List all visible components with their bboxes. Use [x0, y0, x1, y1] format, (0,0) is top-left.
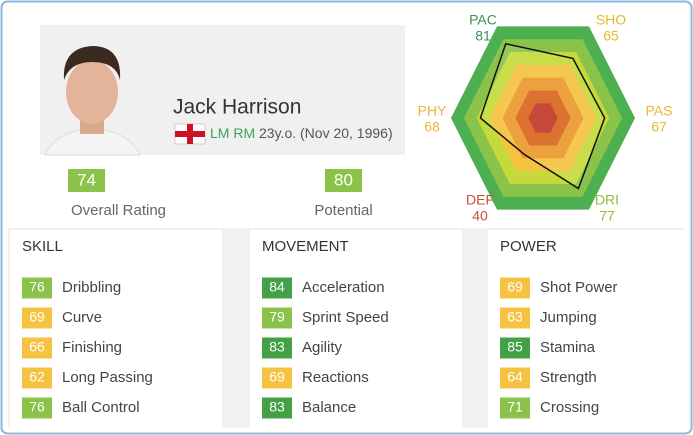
- position: LM: [210, 125, 229, 141]
- stat-name: Sprint Speed: [302, 309, 389, 326]
- section-title: SKILL: [22, 238, 63, 255]
- stat-value: 84: [269, 279, 285, 295]
- stat-value: 66: [29, 339, 45, 355]
- stat-badge: [262, 277, 292, 299]
- player-photo: [44, 46, 141, 156]
- section-title: MOVEMENT: [262, 238, 349, 255]
- rating-value: 74: [77, 170, 96, 189]
- stat-badge: [262, 397, 292, 419]
- stat-name: Acceleration: [302, 279, 385, 296]
- stat-badge: [22, 337, 52, 359]
- stat-value: 83: [269, 399, 285, 415]
- radar-label: SHO: [596, 12, 626, 28]
- stat-name: Crossing: [540, 399, 599, 416]
- flag: [174, 123, 206, 145]
- rating-value: 80: [334, 170, 353, 189]
- section-title: POWER: [500, 238, 557, 255]
- radar-label: PHY: [418, 103, 447, 119]
- stat-value: 76: [29, 399, 45, 415]
- rating-label: Overall Rating: [71, 202, 166, 219]
- radar-label: DRI: [595, 192, 619, 208]
- rating-badge: [68, 169, 105, 192]
- stat-value: 62: [29, 369, 45, 385]
- stat-badge: [500, 307, 530, 329]
- stat-badge: [500, 337, 530, 359]
- stat-badge: [22, 307, 52, 329]
- stat-name: Jumping: [540, 309, 597, 326]
- stat-badge: [262, 307, 292, 329]
- radar-value: 81: [475, 28, 491, 44]
- section-panel: [488, 230, 685, 430]
- stat-badge: [22, 367, 52, 389]
- stat-name: Curve: [62, 309, 102, 326]
- stat-name: Stamina: [540, 339, 596, 356]
- stat-value: 76: [29, 279, 45, 295]
- radar-label: PAC: [469, 12, 497, 28]
- stat-name: Long Passing: [62, 369, 153, 386]
- stat-name: Dribbling: [62, 279, 121, 296]
- stat-badge: [500, 277, 530, 299]
- stat-name: Shot Power: [540, 279, 618, 296]
- stat-value: 69: [269, 369, 285, 385]
- position: RM: [233, 125, 255, 141]
- stat-name: Reactions: [302, 369, 369, 386]
- rating-label: Potential: [314, 202, 372, 219]
- stat-value: 85: [507, 339, 523, 355]
- stat-value: 69: [29, 309, 45, 325]
- stat-badge: [500, 367, 530, 389]
- radar-value: 65: [603, 28, 619, 44]
- stat-value: 71: [507, 399, 523, 415]
- stat-badge: [500, 397, 530, 419]
- stat-value: 64: [507, 369, 523, 385]
- stat-name: Ball Control: [62, 399, 140, 416]
- radar-label: DEF: [466, 192, 494, 208]
- rating-badge: [325, 169, 362, 192]
- radar-ring: [528, 103, 558, 133]
- stat-value: 79: [269, 309, 285, 325]
- radar-value: 40: [472, 208, 488, 224]
- radar-value: 67: [651, 119, 667, 135]
- stat-value: 69: [507, 279, 523, 295]
- player-info: LM RM 23y.o. (Nov 20, 1996): [210, 125, 393, 141]
- stat-value: 63: [507, 309, 523, 325]
- section-panel: [250, 230, 462, 430]
- stat-name: Balance: [302, 399, 356, 416]
- stat-badge: [262, 367, 292, 389]
- player-age: 23y.o. (Nov 20, 1996): [259, 125, 393, 141]
- stat-name: Finishing: [62, 339, 122, 356]
- player-name: Jack Harrison: [173, 96, 301, 119]
- stat-badge: [22, 397, 52, 419]
- stat-badge: [262, 337, 292, 359]
- radar-value: 68: [424, 119, 440, 135]
- radar-label: PAS: [646, 103, 673, 119]
- stat-value: 83: [269, 339, 285, 355]
- radar-value: 77: [599, 208, 615, 224]
- section-panel: [10, 230, 222, 430]
- radar-player-shape: [479, 42, 606, 190]
- stat-name: Strength: [540, 369, 597, 386]
- stat-name: Agility: [302, 339, 343, 356]
- stat-badge: [22, 277, 52, 299]
